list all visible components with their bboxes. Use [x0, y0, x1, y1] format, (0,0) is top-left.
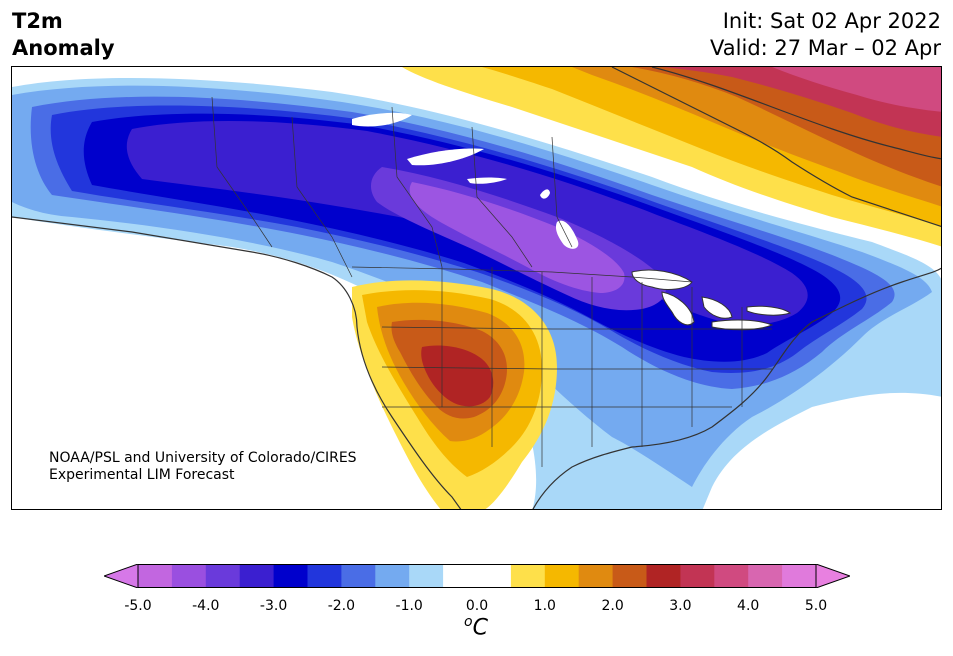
- colorbar-tick-label: 4.0: [737, 598, 760, 614]
- colorbar-segment: [646, 564, 681, 588]
- colorbar-frame: [137, 564, 817, 588]
- colorbar-segment: [375, 564, 410, 588]
- colorbar-segment: [544, 564, 580, 588]
- colorbar-tick-label: 1.0: [533, 598, 556, 614]
- colorbar-segment: [680, 564, 715, 588]
- colorbar-under-arrow: [104, 564, 139, 588]
- colorbar-tick-label: 0.0: [465, 598, 489, 614]
- init-date: Init: Sat 02 Apr 2022: [722, 9, 941, 33]
- colorbar-tick-label: 2.0: [601, 598, 624, 614]
- colorbar-tick-label: -3.0: [259, 598, 288, 614]
- colorbar-segment: [273, 564, 308, 588]
- colorbar-segment: [782, 564, 817, 588]
- canadian-lakes: [352, 112, 579, 249]
- colorbar-segment: [443, 564, 478, 588]
- map-title: T2m Anomaly: [12, 8, 115, 62]
- colorbar-segment: [578, 564, 614, 588]
- colorbar: [104, 564, 850, 588]
- title-line-variable: T2m: [12, 9, 63, 33]
- colorbar-tick-label: 3.0: [669, 598, 692, 614]
- colorbar-segment: [714, 564, 749, 588]
- colorbar-segment: [748, 564, 783, 588]
- colorbar-unit: oC: [464, 614, 488, 640]
- colorbar-segment: [239, 564, 275, 588]
- credit-line-1: NOAA/PSL and University of Colorado/CIRE…: [49, 450, 357, 466]
- colorbar-segment: [341, 564, 376, 588]
- colorbar-tick-label: 5.0: [804, 598, 828, 614]
- colorbar-over-arrow: [815, 564, 850, 588]
- colorbar-tick-label: -1.0: [395, 598, 423, 614]
- coastlines: [12, 67, 941, 509]
- forecast-dates: Init: Sat 02 Apr 2022 Valid: 27 Mar – 02…: [710, 8, 941, 62]
- colorbar-tick-label: -4.0: [192, 598, 220, 614]
- colorbar-tick-label: -5.0: [124, 598, 152, 614]
- map-panel: [11, 66, 942, 510]
- warm-band-arctic-3-5: [772, 67, 941, 112]
- title-line-anomaly: Anomaly: [12, 36, 115, 60]
- colorbar-segment: [307, 564, 342, 588]
- colorbar-segment: [510, 564, 546, 588]
- political-borders: [211, 96, 772, 467]
- unit-degree: o: [464, 614, 473, 630]
- anomaly-map: [12, 67, 941, 509]
- colorbar-segment: [171, 564, 207, 588]
- colorbar-segment: [205, 564, 241, 588]
- unit-main: C: [472, 615, 488, 641]
- colorbar-tick-label: -2.0: [327, 598, 356, 614]
- cold-band-5: [409, 182, 625, 293]
- warm-band-sw-2-5: [421, 345, 494, 407]
- valid-range: Valid: 27 Mar – 02 Apr: [710, 36, 941, 60]
- credit-line-2: Experimental LIM Forecast: [49, 467, 235, 483]
- colorbar-segment: [138, 564, 173, 588]
- colorbar-segment: [612, 564, 647, 588]
- colorbar-segment: [477, 564, 512, 588]
- colorbar-segment: [409, 564, 444, 588]
- credit-text: NOAA/PSL and University of Colorado/CIRE…: [49, 450, 357, 484]
